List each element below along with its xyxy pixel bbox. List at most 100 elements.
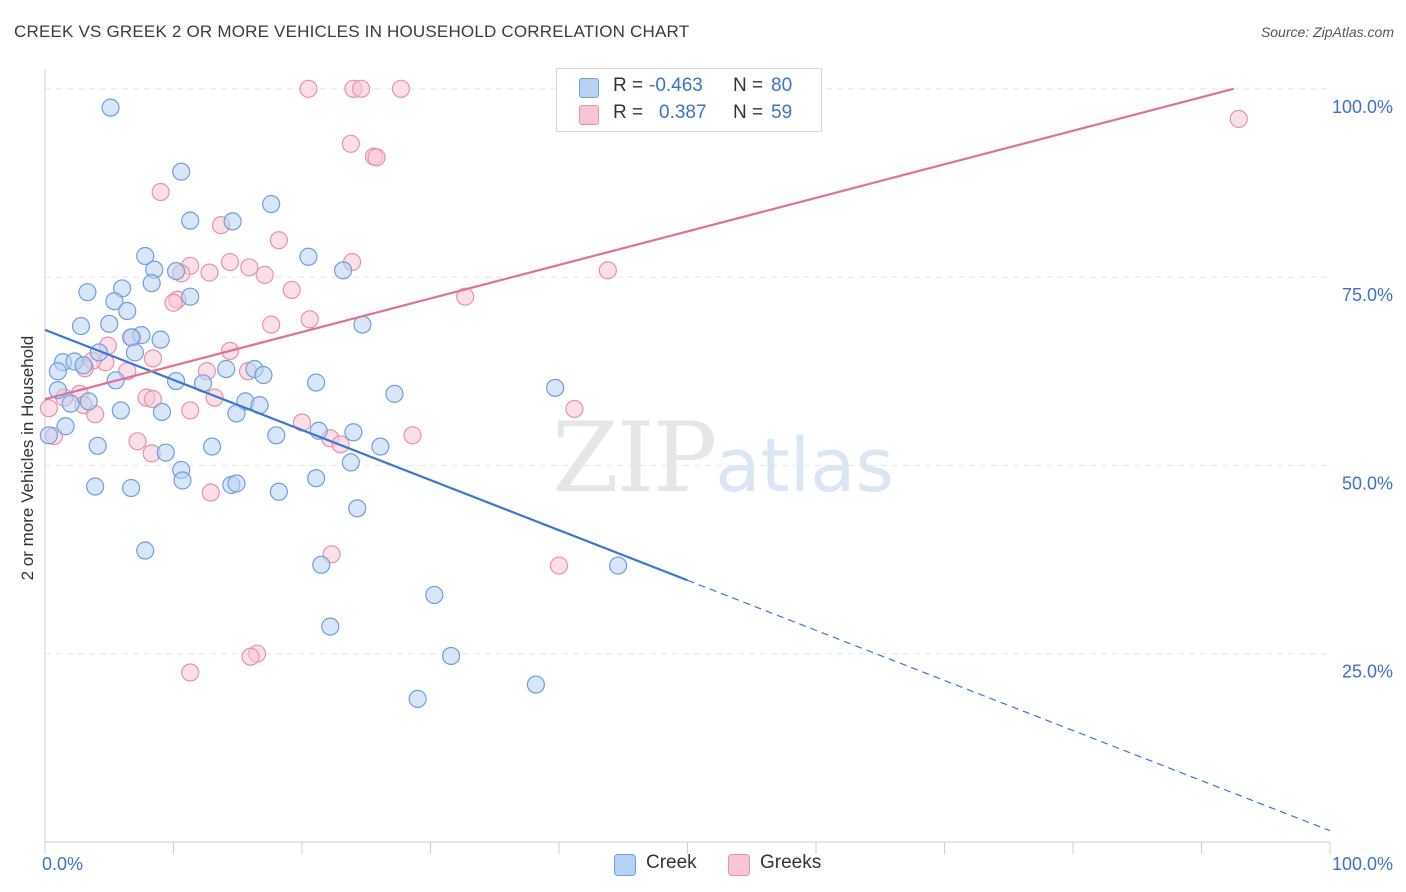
creek-point-37 bbox=[385, 384, 404, 403]
creek-point-4 bbox=[262, 194, 281, 214]
greeks-n-value: 59 bbox=[771, 102, 793, 123]
creek-point-35 bbox=[546, 378, 565, 397]
y-tick-labels: 25.0% 50.0% 75.0% 100.0% bbox=[1332, 97, 1393, 682]
creek-point-20 bbox=[121, 328, 141, 347]
greeks-point-24 bbox=[456, 287, 475, 306]
creek-n-label: N = bbox=[733, 75, 764, 96]
creek-point-51 bbox=[156, 443, 175, 462]
greeks-point-41 bbox=[143, 390, 163, 409]
creek-point-5 bbox=[299, 247, 318, 266]
greeks-point-16 bbox=[240, 258, 259, 277]
creek-point-43 bbox=[152, 402, 172, 422]
creek-n-value: 80 bbox=[771, 75, 793, 96]
x-tick-label-min: 0.0% bbox=[42, 854, 83, 874]
creek-point-38 bbox=[79, 392, 98, 411]
creek-point-13 bbox=[181, 287, 200, 306]
creek-point-68 bbox=[321, 617, 340, 636]
creek-point-34 bbox=[307, 373, 326, 392]
creek-point-42 bbox=[111, 401, 130, 420]
creek-point-29 bbox=[48, 362, 67, 381]
greeks-point-30 bbox=[143, 349, 163, 368]
y-tick-label-3: 100.0% bbox=[1332, 97, 1393, 117]
creek-point-39 bbox=[61, 394, 80, 413]
creek-point-7 bbox=[136, 246, 155, 266]
greeks-point-56 bbox=[549, 556, 569, 575]
greeks-r-value: 0.387 bbox=[659, 102, 707, 123]
axes bbox=[44, 70, 1330, 843]
creek-point-0 bbox=[101, 98, 120, 117]
creek-point-17 bbox=[100, 314, 119, 333]
greeks-point-45 bbox=[181, 401, 200, 420]
creek-point-66 bbox=[609, 556, 628, 575]
greeks-points bbox=[39, 79, 1248, 682]
creek-point-71 bbox=[408, 689, 427, 708]
creek-point-61 bbox=[227, 474, 246, 493]
x-ticks bbox=[44, 842, 1331, 854]
greeks-point-18 bbox=[200, 263, 219, 282]
greeks-point-50 bbox=[403, 426, 422, 445]
greeks-point-43 bbox=[565, 399, 584, 419]
greeks-point-21 bbox=[282, 280, 301, 300]
trendlines bbox=[44, 87, 1331, 832]
creek-point-52 bbox=[202, 437, 222, 456]
creek-point-1 bbox=[172, 162, 191, 181]
greeks-point-59 bbox=[181, 663, 200, 682]
greeks-trendline bbox=[44, 87, 1234, 401]
greeks-point-2 bbox=[352, 79, 371, 98]
grid-lines bbox=[45, 88, 1330, 655]
watermark-zip: ZIP bbox=[552, 402, 717, 514]
y-axis-label: 2 or more Vehicles in Household bbox=[18, 336, 37, 581]
creek-point-54 bbox=[341, 453, 360, 472]
greeks-legend-label: Greeks bbox=[760, 852, 822, 873]
creek-point-12 bbox=[78, 283, 97, 302]
greeks-point-20 bbox=[598, 261, 617, 280]
creek-point-67 bbox=[425, 585, 444, 605]
creek-point-58 bbox=[86, 477, 105, 496]
greeks-point-6 bbox=[1229, 109, 1248, 129]
watermark-atlas: atlas bbox=[715, 423, 895, 509]
greeks-point-46 bbox=[39, 399, 58, 418]
creek-points bbox=[39, 98, 628, 708]
greeks-point-23 bbox=[164, 293, 183, 312]
creek-point-46 bbox=[267, 426, 286, 445]
zipatlas-watermark: ZIPatlas bbox=[552, 402, 894, 514]
greeks-point-13 bbox=[220, 252, 240, 272]
creek-point-14 bbox=[105, 292, 124, 311]
greeks-point-3 bbox=[391, 79, 411, 98]
creek-point-48 bbox=[39, 426, 58, 445]
greeks-point-58 bbox=[241, 647, 260, 666]
creek-point-27 bbox=[217, 359, 236, 379]
creek-point-53 bbox=[371, 437, 390, 456]
creek-point-23 bbox=[125, 343, 145, 362]
creek-swatch bbox=[579, 78, 599, 98]
creek-point-16 bbox=[71, 316, 91, 336]
creek-point-26 bbox=[74, 356, 93, 375]
creek-point-60 bbox=[121, 478, 141, 498]
creek-point-3 bbox=[223, 212, 242, 231]
creek-r-label: R = bbox=[613, 75, 644, 96]
creek-point-47 bbox=[344, 423, 363, 442]
correlation-legend: R = -0.463 N = 80 R = 0.387 N = 59 bbox=[556, 68, 822, 132]
creek-point-69 bbox=[441, 646, 461, 666]
x-tick-labels: 0.0% 100.0% bbox=[42, 854, 1393, 874]
greeks-n-label: N = bbox=[733, 102, 764, 123]
y-tick-label-1: 50.0% bbox=[1342, 473, 1393, 493]
greeks-point-10 bbox=[151, 182, 170, 202]
creek-point-6 bbox=[334, 261, 353, 280]
creek-r-value: -0.463 bbox=[649, 75, 703, 96]
greeks-point-25 bbox=[300, 310, 319, 329]
creek-point-70 bbox=[526, 675, 545, 694]
creek-point-50 bbox=[88, 436, 107, 455]
greeks-point-7 bbox=[341, 134, 360, 153]
creek-point-56 bbox=[307, 469, 326, 488]
greeks-swatch bbox=[579, 105, 599, 125]
greeks-point-54 bbox=[201, 483, 220, 502]
creek-legend-swatch bbox=[614, 854, 636, 876]
creek-point-21 bbox=[151, 330, 170, 349]
creek-point-63 bbox=[348, 499, 367, 518]
greeks-point-0 bbox=[299, 79, 318, 98]
greeks-point-52 bbox=[128, 432, 147, 451]
creek-point-30 bbox=[254, 365, 273, 385]
greeks-r-label: R = bbox=[613, 102, 644, 123]
y-tick-label-2: 75.0% bbox=[1342, 285, 1393, 305]
